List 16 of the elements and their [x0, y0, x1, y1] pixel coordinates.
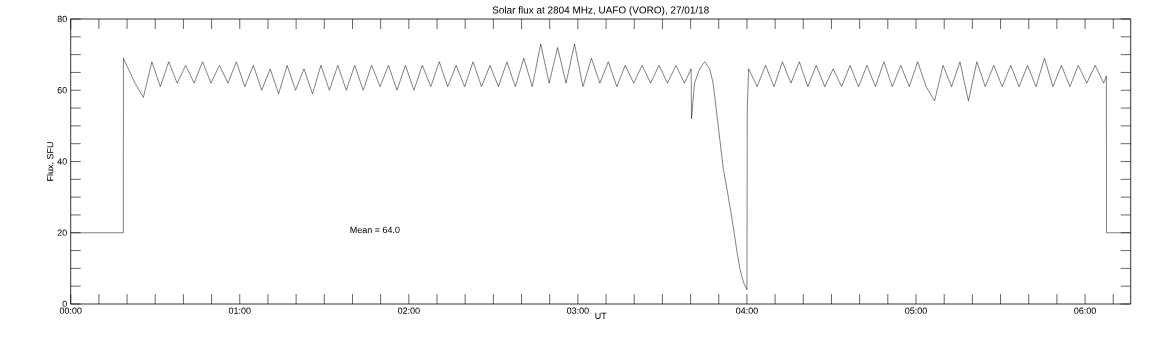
y-tick-label: 40 [57, 158, 67, 165]
y-tick-label: 80 [57, 15, 67, 23]
x-tick-label: 02:00 [397, 307, 420, 314]
x-tick-label: 05:00 [905, 307, 927, 314]
x-tick-label: 03:00 [567, 307, 589, 314]
chart-title: Solar flux at 2804 MHz, UAFO (VORO), 27/01/18 [492, 6, 709, 16]
x-tick-label: 06:00 [1074, 307, 1096, 314]
y-tick-label: 0 [62, 300, 67, 308]
x-tick-label: 01:00 [228, 307, 251, 314]
x-axis-title: UT [595, 312, 607, 319]
x-tick-label: 00:00 [59, 307, 82, 314]
y-axis-title: Flux, SFU [46, 142, 55, 181]
y-tick-label: 60 [57, 87, 67, 94]
x-tick-label: 04:00 [736, 307, 758, 314]
y-tick-label: 20 [57, 229, 67, 236]
annotation: Mean = 64.0 [350, 226, 400, 234]
